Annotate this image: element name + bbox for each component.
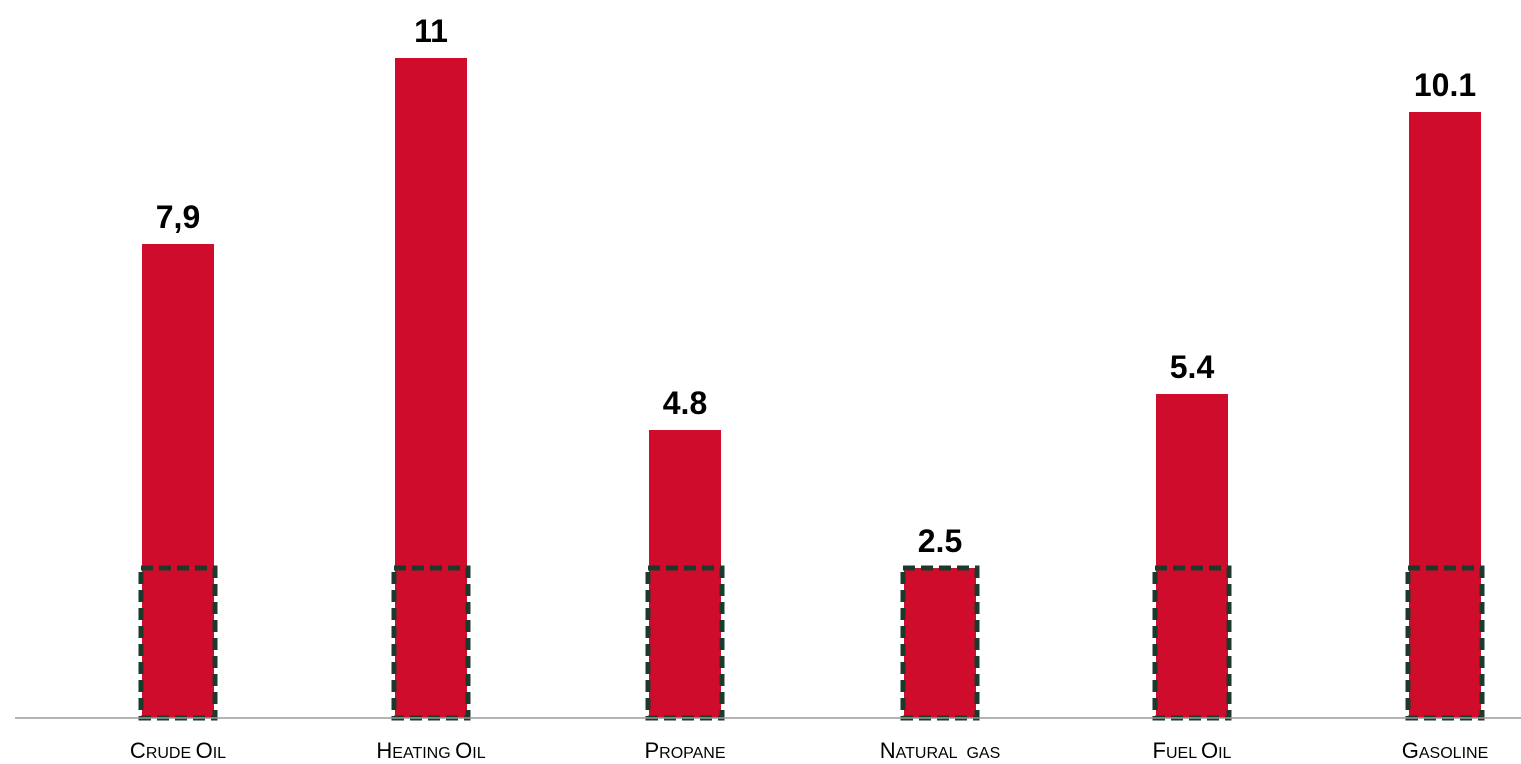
category-label-0: CRUDE OIL [130,738,226,763]
bar-0 [142,244,214,718]
value-label-3: 2.5 [918,523,962,559]
value-label-4: 5.4 [1170,349,1215,385]
value-label-2: 4.8 [663,385,707,421]
value-label-5: 10.1 [1414,67,1476,103]
bars-layer [142,58,1481,718]
bar-2 [649,430,721,718]
bar-1 [395,58,467,718]
bar-5 [1409,112,1481,718]
bar-3 [904,568,976,718]
category-label-5: GASOLINE [1402,738,1488,763]
value-label-1: 11 [414,13,448,49]
category-label-3: NATURAL GAS [880,738,1001,763]
category-labels-layer: CRUDE OIL HEATING OIL PROPANE NATURAL GAS FU… [130,738,1488,763]
category-label-4: FUEL OIL [1153,738,1232,763]
highlight-layer [138,565,1485,721]
value-label-0: 7,9 [156,199,200,235]
value-labels-layer: 7,9 11 4.8 2.5 5.4 10.1 [156,13,1476,559]
bar-4 [1156,394,1228,718]
category-label-2: PROPANE [644,738,725,763]
category-label-1: HEATING OIL [376,738,485,763]
